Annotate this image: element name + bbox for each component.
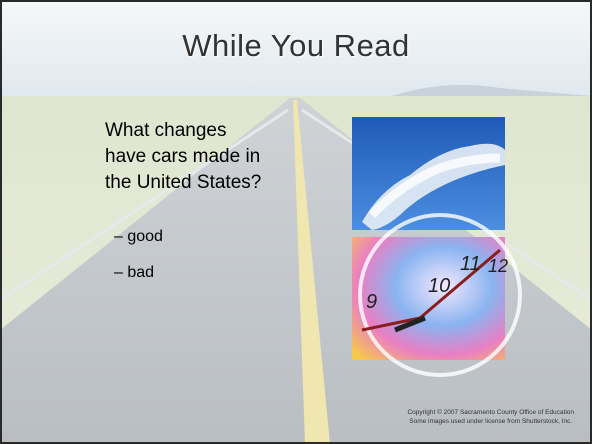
bullet: – good bbox=[114, 228, 163, 246]
slide: 11 12 10 9 While You Read What changes h… bbox=[0, 0, 592, 444]
slide-title: While You Read bbox=[0, 28, 592, 64]
body-line: the United States? bbox=[105, 170, 261, 196]
copyright-line: Copyright © 2007 Sacramento County Offic… bbox=[407, 408, 574, 417]
body-line: have cars made in bbox=[105, 144, 261, 170]
body-text: What changes have cars made in the Unite… bbox=[105, 118, 261, 196]
bullet: – bad bbox=[114, 264, 154, 282]
body-line: What changes bbox=[105, 118, 261, 144]
frame bbox=[0, 0, 592, 444]
copyright-line: Some images used under license from Shut… bbox=[407, 417, 574, 426]
copyright: Copyright © 2007 Sacramento County Offic… bbox=[407, 408, 574, 426]
